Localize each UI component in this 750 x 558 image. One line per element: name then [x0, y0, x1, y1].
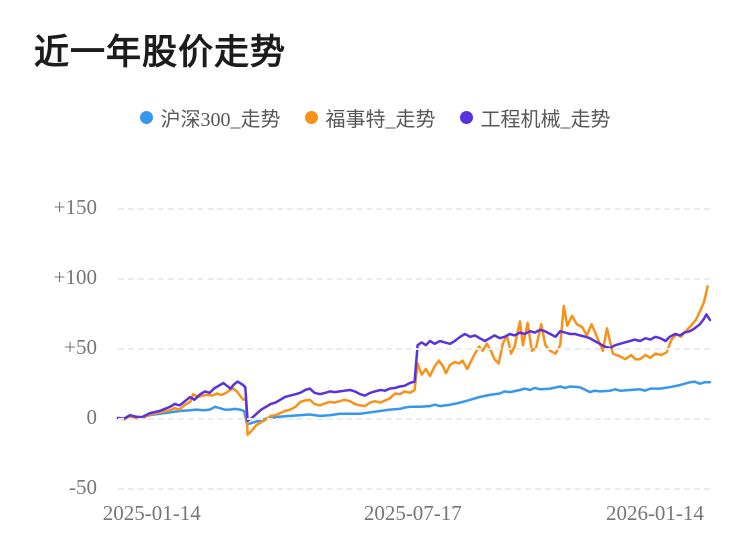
- y-axis-tick-label: 0: [86, 405, 98, 429]
- series-canvas: [116, 285, 712, 437]
- x-axis-tick-label: 2025-01-14: [102, 501, 201, 525]
- legend-dot-icon: [304, 111, 318, 124]
- x-axis-tick-label: 2025-07-17: [363, 501, 462, 525]
- gridline: [118, 348, 710, 350]
- legend-dot-icon: [139, 111, 153, 124]
- y-axis-tick-label: +50: [64, 335, 97, 359]
- gridline: [118, 418, 710, 420]
- series-line-3: [116, 313, 712, 423]
- legend-label: 福事特_走势: [325, 109, 436, 131]
- y-axis-tick-label: -50: [69, 475, 97, 499]
- gridline: [118, 208, 710, 210]
- series-line-2: [116, 285, 709, 437]
- y-axis-tick-label: +100: [53, 265, 97, 289]
- legend-dot-icon: [459, 111, 473, 124]
- plot-area: +150 +100 +50 0 -50 2025-01-14 2025-07-17 2026-…: [54, 195, 712, 525]
- y-axis-tick-label: +150: [53, 195, 97, 219]
- legend-label: 工程机械_走势: [480, 109, 611, 131]
- legend-label: 沪深300_走势: [160, 109, 281, 131]
- gridline: [118, 488, 710, 490]
- page-title: 近一年股价走势: [34, 33, 287, 72]
- series-line-1: [116, 380, 712, 426]
- legend-item-3[interactable]: 工程机械_走势: [459, 103, 611, 132]
- legend-item-2[interactable]: 福事特_走势: [304, 103, 436, 132]
- x-axis-tick-label: 2026-01-14: [605, 501, 704, 525]
- gridline: [118, 278, 710, 280]
- legend: 沪深300_走势 福事特_走势 工程机械_走势: [0, 103, 750, 132]
- legend-item-1[interactable]: 沪深300_走势: [139, 103, 281, 132]
